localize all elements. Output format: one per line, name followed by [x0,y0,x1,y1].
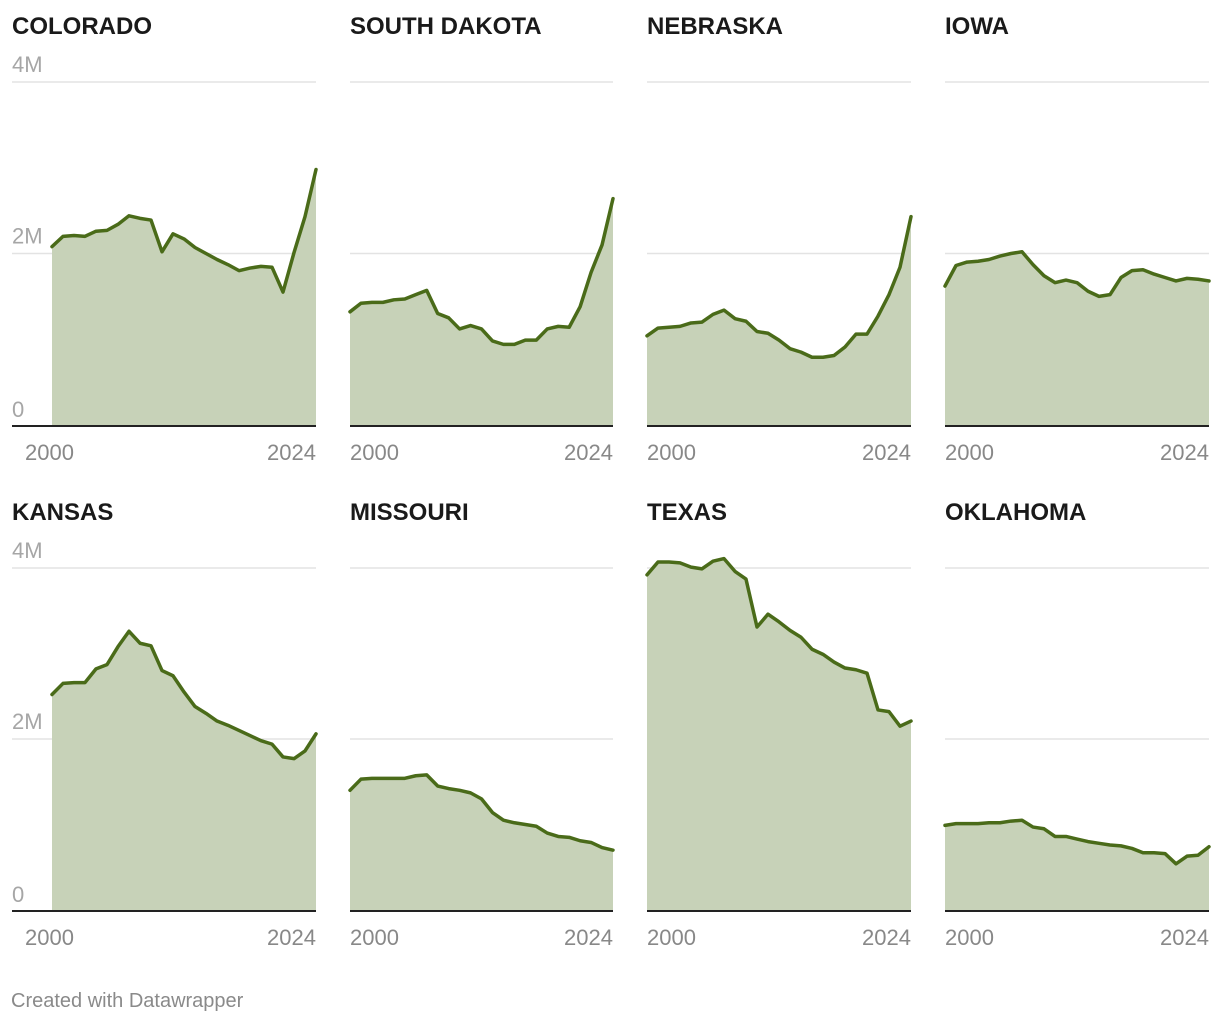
area-texas [647,558,911,910]
y-tick-kansas-0: 0 [12,882,24,907]
y-tick-colorado-4m: 4M [12,52,43,77]
panel-title-south-dakota: SOUTH DAKOTA [350,13,542,40]
x-tick-south-dakota-end: 2024 [564,440,613,465]
panel-title-colorado: COLORADO [12,13,152,40]
x-tick-kansas-end: 2024 [267,925,316,950]
line-nebraska [645,214,913,360]
x-tick-oklahoma-end: 2024 [1160,925,1209,950]
x-tick-texas-start: 2000 [647,925,696,950]
x-tick-iowa-start: 2000 [945,440,994,465]
line-oklahoma [943,818,1211,866]
x-tick-missouri-end: 2024 [564,925,613,950]
panel-title-iowa: IOWA [945,13,1009,40]
area-missouri [350,774,613,910]
credit-text: Created with Datawrapper [11,990,244,1012]
x-tick-nebraska-end: 2024 [862,440,911,465]
panel-title-oklahoma: OKLAHOMA [945,499,1086,526]
area-oklahoma [945,820,1209,910]
area-colorado [52,169,316,425]
x-tick-south-dakota-start: 2000 [350,440,399,465]
line-texas [645,556,913,728]
x-tick-nebraska-start: 2000 [647,440,696,465]
x-tick-colorado-start: 2000 [25,440,74,465]
panel-title-missouri: MISSOURI [350,499,469,526]
panel-title-texas: TEXAS [647,499,727,526]
area-nebraska [647,216,911,425]
y-tick-kansas-4m: 4M [12,538,43,563]
line-south-dakota [348,196,615,347]
panel-title-nebraska: NEBRASKA [647,13,783,40]
area-iowa [945,251,1209,425]
x-tick-texas-end: 2024 [862,925,911,950]
x-tick-oklahoma-start: 2000 [945,925,994,950]
y-tick-colorado-2m: 2M [12,224,43,249]
line-colorado [50,167,318,294]
x-tick-colorado-end: 2024 [267,440,316,465]
panel-title-kansas: KANSAS [12,499,113,526]
area-south-dakota [350,198,613,425]
y-tick-colorado-0: 0 [12,397,24,422]
y-tick-kansas-2m: 2M [12,709,43,734]
line-iowa [943,250,1211,299]
x-tick-missouri-start: 2000 [350,925,399,950]
x-tick-kansas-start: 2000 [25,925,74,950]
line-missouri [348,773,615,852]
line-kansas [50,629,318,761]
x-tick-iowa-end: 2024 [1160,440,1209,465]
area-kansas [52,631,316,910]
